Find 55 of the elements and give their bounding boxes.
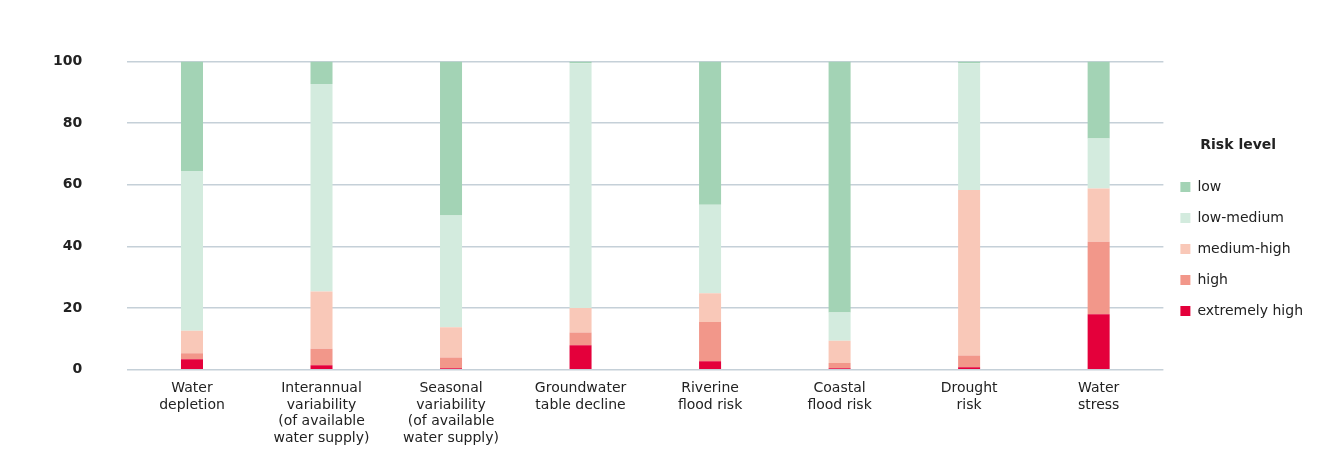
bar [180, 170, 203, 331]
x-tick-label: Drought risk [940, 378, 999, 412]
x-tick-label: Water depletion [159, 378, 225, 412]
bar [569, 63, 592, 309]
bar [310, 83, 333, 292]
x-tick-label: Coastal flood risk [807, 378, 873, 412]
x-tick-label: Groundwater table decline [534, 378, 627, 412]
legend-label: medium-high [1197, 239, 1291, 256]
legend-label: extremely high [1197, 301, 1304, 318]
bar [310, 61, 333, 84]
y-tick-label: 40 [62, 237, 83, 254]
x-tick-label: Water stress [1077, 378, 1120, 412]
bar [180, 61, 203, 171]
bar [440, 61, 463, 216]
bar [440, 327, 463, 358]
x-tick-label: Seasonal variability (of available water supply) [403, 378, 499, 446]
x-tick-label: Interannual variability (of available water supply) [273, 378, 370, 446]
bar [828, 312, 851, 341]
bar [699, 293, 722, 322]
bar [828, 340, 851, 364]
bar [1087, 241, 1110, 315]
y-tick-label: 0 [72, 360, 83, 377]
bar [310, 365, 333, 370]
legend-label: low [1197, 177, 1222, 194]
bar [958, 355, 981, 368]
bar [569, 308, 592, 333]
bar [440, 215, 463, 328]
bar [828, 61, 851, 313]
bar [180, 353, 203, 360]
bar [310, 348, 333, 366]
y-tick-label: 80 [62, 113, 83, 130]
legend-label: high [1197, 270, 1228, 287]
bar [1087, 314, 1110, 370]
x-tick-label: Riverine flood risk [677, 378, 744, 412]
bar [310, 291, 333, 349]
y-tick-label: 20 [62, 298, 83, 315]
legend-label: low-medium [1197, 208, 1284, 225]
bar [440, 357, 463, 369]
bar [180, 330, 203, 354]
bar [958, 63, 981, 190]
bar [569, 332, 592, 346]
bar [699, 61, 722, 205]
bar [699, 204, 722, 294]
y-tick-label: 60 [62, 175, 83, 192]
bar [569, 345, 592, 370]
bar [1087, 61, 1110, 139]
bar [180, 359, 203, 370]
bar [828, 363, 851, 369]
bar [1087, 138, 1110, 189]
bar [699, 322, 722, 362]
legend-title: Risk level [1200, 135, 1277, 152]
y-tick-label: 100 [52, 52, 83, 69]
bar [1087, 188, 1110, 242]
bar [958, 190, 981, 356]
bar [699, 361, 722, 370]
